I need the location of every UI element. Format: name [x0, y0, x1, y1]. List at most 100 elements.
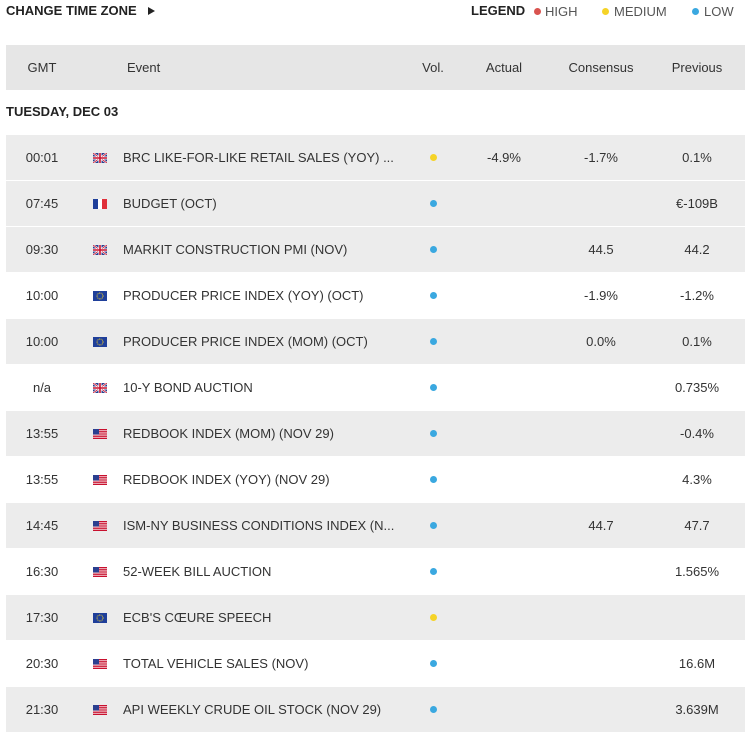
previous: 47.7 — [684, 518, 710, 533]
previous: 0.735% — [674, 380, 720, 395]
volatility-dot — [430, 476, 437, 483]
column-header: GMT — [27, 60, 57, 75]
time: 17:30 — [25, 610, 59, 625]
time: 16:30 — [25, 564, 59, 579]
legend-dot-low — [692, 8, 699, 15]
time: 20:30 — [25, 656, 59, 671]
event-name: 10-Y BOND AUCTION — [123, 380, 253, 395]
event-name: BRC LIKE-FOR-LIKE RETAIL SALES (YOY) ... — [123, 150, 394, 165]
time: 10:00 — [25, 288, 59, 303]
event-name: MARKIT CONSTRUCTION PMI (NOV) — [123, 242, 348, 257]
flag-icon — [93, 429, 107, 439]
previous: 0.1% — [682, 334, 712, 349]
time: 07:45 — [25, 196, 59, 211]
time: 00:01 — [25, 150, 59, 165]
table-row: 07:45 BUDGET (OCT) €-109B — [6, 181, 745, 226]
date-heading: TUESDAY, DEC 03 — [6, 104, 119, 119]
legend-item: MEDIUM — [614, 4, 667, 19]
column-header: Consensus — [568, 60, 634, 75]
previous: -0.4% — [680, 426, 714, 441]
table-row: 13:55 REDBOOK INDEX (MOM) (NOV 29) -0.4% — [6, 411, 745, 456]
table-row: 17:30 ECB'S CŒURE SPEECH — [6, 595, 745, 640]
actual: -4.9% — [487, 150, 521, 165]
time: n/a — [32, 380, 52, 395]
time: 13:55 — [25, 472, 59, 487]
previous: -1.2% — [680, 288, 714, 303]
event-name: 52-WEEK BILL AUCTION — [123, 564, 272, 579]
arrow-icon[interactable] — [147, 6, 156, 16]
flag-icon — [93, 337, 107, 347]
flag-icon — [93, 705, 107, 715]
table-header: GMT Event Vol. Actual Consensus Previous — [6, 45, 745, 90]
flag-icon — [93, 245, 107, 255]
previous: 44.2 — [684, 242, 710, 257]
table-row: 10:00 PRODUCER PRICE INDEX (YOY) (OCT) -1.… — [6, 273, 745, 318]
previous: €-109B — [676, 196, 718, 211]
table-row: 10:00 PRODUCER PRICE INDEX (MOM) (OCT) 0.0… — [6, 319, 745, 364]
previous: 3.639M — [675, 702, 719, 717]
flag-icon — [93, 383, 107, 393]
event-name: TOTAL VEHICLE SALES (NOV) — [123, 656, 309, 671]
flag-icon — [93, 567, 107, 577]
flag-icon — [93, 659, 107, 669]
previous: 16.6M — [678, 656, 716, 671]
volatility-dot — [430, 246, 437, 253]
flag-icon — [93, 153, 107, 163]
table-row: 09:30 MARKIT CONSTRUCTION PMI (NOV) 44.5 44… — [6, 227, 745, 272]
volatility-dot — [430, 384, 437, 391]
column-header: Actual — [485, 60, 523, 75]
table-row: 14:45 ISM-NY BUSINESS CONDITIONS INDEX (N… — [6, 503, 745, 548]
volatility-dot — [430, 522, 437, 529]
volatility-dot — [430, 706, 437, 713]
table-row: 16:30 52-WEEK BILL AUCTION 1.565% — [6, 549, 745, 594]
flag-icon — [93, 613, 107, 623]
time: 09:30 — [25, 242, 59, 257]
table-row: 21:30 API WEEKLY CRUDE OIL STOCK (NOV 29)… — [6, 687, 745, 732]
previous: 4.3% — [682, 472, 712, 487]
event-name: PRODUCER PRICE INDEX (YOY) (OCT) — [123, 288, 364, 303]
legend-dot-high — [534, 8, 541, 15]
consensus: 44.5 — [588, 242, 614, 257]
legend-item: HIGH — [545, 4, 578, 19]
time: 14:45 — [25, 518, 59, 533]
volatility-dot — [430, 154, 437, 161]
consensus: 44.7 — [588, 518, 614, 533]
time: 13:55 — [25, 426, 59, 441]
event-name: API WEEKLY CRUDE OIL STOCK (NOV 29) — [123, 702, 382, 717]
table-row: n/a 10-Y BOND AUCTION 0.735% — [6, 365, 745, 410]
column-header: Previous — [671, 60, 723, 75]
event-name: PRODUCER PRICE INDEX (MOM) (OCT) — [123, 334, 368, 349]
volatility-dot — [430, 338, 437, 345]
consensus: -1.7% — [584, 150, 618, 165]
time: 21:30 — [25, 702, 59, 717]
volatility-dot — [430, 614, 437, 621]
volatility-dot — [430, 660, 437, 667]
flag-icon — [93, 199, 107, 209]
volatility-dot — [430, 200, 437, 207]
flag-icon — [93, 521, 107, 531]
event-name: REDBOOK INDEX (YOY) (NOV 29) — [123, 472, 330, 487]
column-header: Event — [127, 60, 161, 75]
change-time-zone[interactable]: CHANGE TIME ZONE — [6, 3, 137, 18]
event-name: ISM-NY BUSINESS CONDITIONS INDEX (N... — [123, 518, 395, 533]
previous: 1.565% — [674, 564, 720, 579]
consensus: 0.0% — [586, 334, 616, 349]
column-header: Vol. — [422, 60, 444, 75]
flag-icon — [93, 475, 107, 485]
event-name: BUDGET (OCT) — [123, 196, 217, 211]
table-row: 20:30 TOTAL VEHICLE SALES (NOV) 16.6M — [6, 641, 745, 686]
top-bar: CHANGE TIME ZONE LEGEND HIGH MEDIUM LOW — [0, 0, 749, 26]
legend-dot-medium — [602, 8, 609, 15]
table-row: 13:55 REDBOOK INDEX (YOY) (NOV 29) 4.3% — [6, 457, 745, 502]
event-name: ECB'S CŒURE SPEECH — [123, 610, 272, 625]
volatility-dot — [430, 568, 437, 575]
previous: 0.1% — [682, 150, 712, 165]
event-name: REDBOOK INDEX (MOM) (NOV 29) — [123, 426, 334, 441]
consensus: -1.9% — [584, 288, 618, 303]
legend-item: LOW — [704, 4, 734, 19]
flag-icon — [93, 291, 107, 301]
legend-title: LEGEND — [471, 3, 526, 18]
volatility-dot — [430, 430, 437, 437]
volatility-dot — [430, 292, 437, 299]
